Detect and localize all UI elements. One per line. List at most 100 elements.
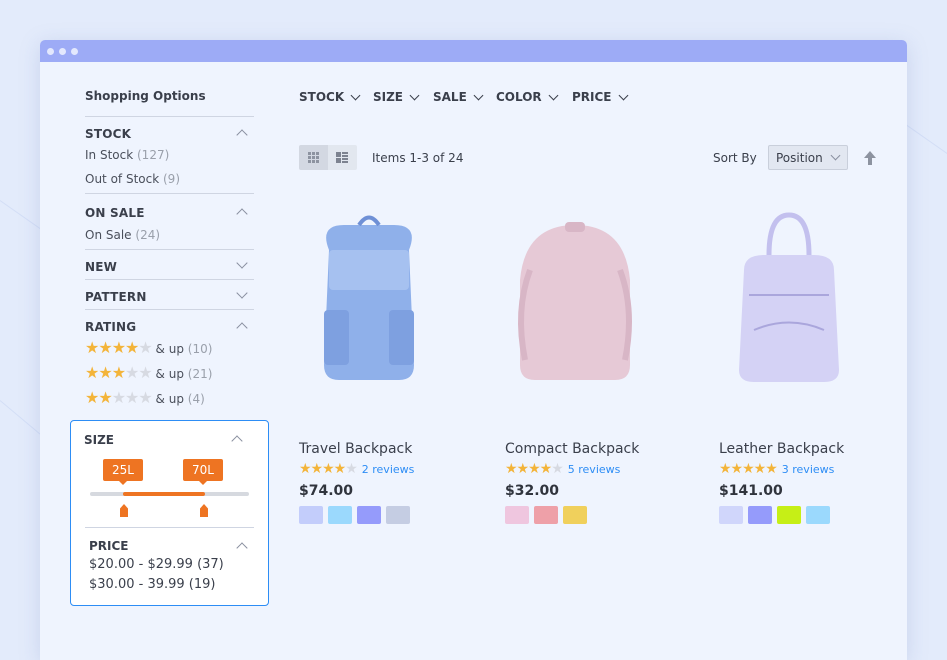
chevron-down-icon [350, 90, 361, 100]
color-swatches [505, 506, 587, 524]
divider [85, 249, 254, 250]
reviews-link[interactable]: 3 reviews [781, 462, 835, 476]
color-swatches [299, 506, 410, 524]
product-rating: ★★★★★ 5 reviews [505, 462, 620, 476]
color-swatch[interactable] [563, 506, 587, 524]
color-swatch[interactable] [357, 506, 381, 524]
product-image[interactable] [269, 210, 469, 390]
star-rating-icon: ★★★★★ [299, 461, 358, 477]
color-swatch[interactable] [748, 506, 772, 524]
chevron-down-icon[interactable] [236, 287, 248, 299]
star-rating-icon: ★★★★★ [505, 461, 564, 477]
size-slider-range [123, 492, 205, 496]
sort-direction-arrow-up-icon[interactable] [862, 150, 878, 166]
window-dot[interactable] [71, 47, 78, 55]
filter-stock-heading[interactable]: STOCK [85, 127, 132, 141]
filter-option-in-stock[interactable]: In Stock (127) [85, 148, 169, 162]
chevron-down-icon[interactable] [236, 257, 248, 269]
price-option[interactable]: $20.00 - $29.99 (37) [89, 557, 224, 572]
size-slider-min-handle[interactable] [120, 504, 128, 517]
product-name[interactable]: Travel Backpack [299, 441, 413, 457]
divider [85, 279, 254, 280]
filter-size-heading[interactable]: SIZE [84, 433, 115, 447]
option-label: On Sale [85, 228, 132, 242]
size-slider-max-handle[interactable] [200, 504, 208, 517]
grid-view-button[interactable] [299, 145, 328, 170]
size-price-panel: SIZE 25L 70L PRICE $20.00 - $29.99 (37) … [70, 420, 269, 606]
sort-select[interactable]: Position [768, 145, 848, 170]
product-rating: ★★★★★ 2 reviews [299, 462, 414, 476]
browser-window: Shopping Options STOCK In Stock (127) Ou… [40, 40, 907, 660]
filter-option-out-of-stock[interactable]: Out of Stock (9) [85, 172, 180, 186]
color-swatch[interactable] [806, 506, 830, 524]
chevron-down-icon [548, 90, 559, 100]
option-count: (127) [137, 148, 170, 162]
sort-by-label: Sort By [713, 151, 757, 165]
product-rating: ★★★★★ 3 reviews [719, 462, 834, 476]
option-label: & up [155, 342, 184, 356]
sort-value: Position [776, 151, 823, 165]
title-bar [40, 40, 907, 62]
chevron-up-icon[interactable] [236, 542, 248, 554]
star-rating-icon: ★★★★★ [85, 338, 153, 357]
divider [85, 116, 254, 117]
filter-dropdown-color[interactable]: COLOR [496, 90, 559, 104]
filter-label: SIZE [373, 90, 404, 104]
chevron-up-icon[interactable] [236, 208, 248, 220]
reviews-link[interactable]: 5 reviews [567, 462, 621, 476]
window-dot[interactable] [59, 47, 66, 55]
rating-option-3[interactable]: ★★★★★ & up (21) [85, 363, 213, 382]
option-label: Out of Stock [85, 172, 160, 186]
chevron-up-icon[interactable] [231, 435, 243, 447]
chevron-down-icon [830, 150, 841, 161]
divider [85, 527, 254, 528]
filter-label: PRICE [572, 90, 612, 104]
filter-on-sale-heading[interactable]: ON SALE [85, 206, 145, 220]
rating-option-2[interactable]: ★★★★★ & up (4) [85, 390, 205, 407]
filter-dropdown-sale[interactable]: SALE [433, 90, 484, 104]
option-label: & up [155, 392, 184, 406]
color-swatch[interactable] [719, 506, 743, 524]
color-swatch[interactable] [534, 506, 558, 524]
product-image[interactable] [475, 210, 675, 390]
option-label: & up [155, 367, 184, 381]
product-image[interactable] [689, 210, 889, 390]
filter-dropdown-price[interactable]: PRICE [572, 90, 628, 104]
color-swatch[interactable] [299, 506, 323, 524]
size-max-tooltip: 70L [183, 459, 223, 485]
product-name[interactable]: Leather Backpack [719, 441, 845, 457]
filter-option-on-sale[interactable]: On Sale (24) [85, 228, 160, 242]
chevron-down-icon [473, 90, 484, 100]
star-rating-icon: ★★★★★ [85, 363, 153, 382]
product-price: $74.00 [299, 483, 354, 499]
price-option[interactable]: $30.00 - 39.99 (19) [89, 577, 216, 592]
filter-pattern-heading[interactable]: PATTERN [85, 290, 147, 304]
option-count: (9) [163, 172, 180, 186]
color-swatch[interactable] [328, 506, 352, 524]
filter-rating-heading[interactable]: RATING [85, 320, 137, 334]
filter-dropdown-size[interactable]: SIZE [373, 90, 420, 104]
list-view-button[interactable] [328, 145, 357, 170]
filter-label: STOCK [299, 90, 345, 104]
rating-option-4[interactable]: ★★★★★ & up (10) [85, 338, 213, 357]
window-dot[interactable] [47, 47, 54, 55]
star-rating-icon: ★★★★★ [719, 461, 778, 477]
size-min-tooltip: 25L [103, 459, 143, 485]
product-name[interactable]: Compact Backpack [505, 441, 640, 457]
filter-label: SALE [433, 90, 467, 104]
color-swatches [719, 506, 830, 524]
option-count: (10) [187, 342, 213, 356]
reviews-link[interactable]: 2 reviews [361, 462, 415, 476]
color-swatch[interactable] [386, 506, 410, 524]
color-swatch[interactable] [505, 506, 529, 524]
color-swatch[interactable] [777, 506, 801, 524]
chevron-up-icon[interactable] [236, 322, 248, 334]
chevron-down-icon [409, 90, 420, 100]
option-count: (4) [187, 392, 205, 406]
filter-price-heading[interactable]: PRICE [89, 539, 129, 553]
filter-new-heading[interactable]: NEW [85, 260, 118, 274]
filter-dropdown-stock[interactable]: STOCK [299, 90, 361, 104]
chevron-up-icon[interactable] [236, 129, 248, 141]
option-count: (21) [187, 367, 213, 381]
chevron-down-icon [618, 90, 628, 100]
